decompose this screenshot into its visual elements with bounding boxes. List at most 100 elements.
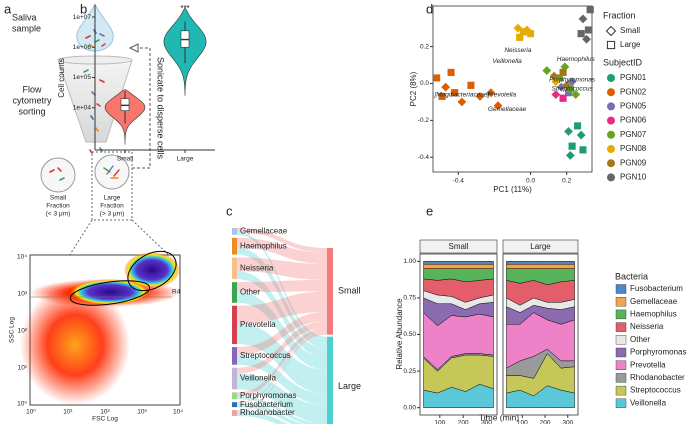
point xyxy=(441,82,451,92)
legend-label: Small xyxy=(620,26,640,35)
point xyxy=(578,14,588,24)
legend-label: PGN01 xyxy=(620,73,647,82)
point xyxy=(542,66,552,76)
area xyxy=(423,263,494,269)
legend-swatch xyxy=(615,309,627,320)
y-tick-label: 1e+05 xyxy=(73,74,92,81)
legend-swatch xyxy=(615,398,627,408)
node xyxy=(327,248,333,335)
legend-title: Bacteria xyxy=(615,271,648,281)
node-label: Streptococcus xyxy=(240,351,291,360)
node-label: Fusobacterium xyxy=(240,400,293,409)
point xyxy=(438,92,446,100)
flow xyxy=(237,354,327,406)
point xyxy=(516,33,524,41)
flow xyxy=(237,291,327,324)
panel-label: e xyxy=(426,203,433,218)
y-tick-label: 1e+06 xyxy=(73,44,92,51)
node xyxy=(232,257,237,280)
panel-label: b xyxy=(80,1,87,16)
panel-label: c xyxy=(226,203,233,218)
diagram-label: (< 3 μm) xyxy=(46,211,71,218)
point xyxy=(568,142,576,150)
x-tick-label: Small xyxy=(117,156,134,163)
y-tick-label: 10⁴ xyxy=(17,254,27,261)
node xyxy=(232,228,237,235)
node-label: Other xyxy=(240,288,260,297)
y-tick-label: 1e+04 xyxy=(73,104,92,111)
area xyxy=(506,261,575,265)
panel-label: d xyxy=(426,1,433,16)
small-fraction-tube xyxy=(40,157,76,193)
legend-swatch xyxy=(615,322,627,332)
flow xyxy=(237,247,327,349)
y-axis-label: SSC Log xyxy=(9,317,16,343)
facet-label: Large xyxy=(530,242,551,251)
legend-symbol xyxy=(607,145,615,153)
y-tick-label: 0.25 xyxy=(403,368,416,375)
x-tick-label: 10⁴ xyxy=(173,409,183,416)
point xyxy=(564,126,573,136)
x-tick-label: -0.4 xyxy=(453,178,465,185)
legend-swatch xyxy=(615,335,627,345)
x-axis-label: FSC Log xyxy=(92,416,118,423)
legend-swatch xyxy=(615,347,627,358)
flow xyxy=(237,231,327,341)
flow xyxy=(237,237,327,264)
diagram-label: sorting xyxy=(18,106,45,116)
node-label: Neisseria xyxy=(240,263,274,272)
area xyxy=(423,261,494,265)
legend-swatch xyxy=(615,297,627,307)
loading-label: [Mogibacteriaceae] xyxy=(433,91,489,98)
loading-label: Gemellaceae xyxy=(488,106,527,113)
loading-label: Prevotella xyxy=(487,91,516,98)
flow xyxy=(237,323,327,394)
legend-title: Fraction xyxy=(603,10,636,20)
x-tick-label: 100 xyxy=(517,420,528,424)
y-tick-label: 0.50 xyxy=(403,331,416,338)
point xyxy=(559,94,567,102)
area xyxy=(423,268,494,283)
x-tick-label: 0.2 xyxy=(562,178,571,185)
point xyxy=(562,80,572,90)
x-axis-label: PC1 (11%) xyxy=(493,185,532,194)
x-tick-label: 10³ xyxy=(137,409,147,416)
arrow-head xyxy=(128,43,139,53)
node xyxy=(327,336,333,424)
loading-label: Veillonella xyxy=(492,58,522,65)
y-tick-label: -0.2 xyxy=(418,117,430,124)
y-tick-label: 10⁰ xyxy=(17,401,27,408)
cell-clumps xyxy=(103,165,120,179)
node xyxy=(232,237,237,255)
y-tick-label: -0.4 xyxy=(418,154,430,161)
flow xyxy=(237,373,327,424)
loading-label: Porphyromonas xyxy=(549,76,596,83)
y-tick-label: 10³ xyxy=(18,291,28,298)
annotation: *** xyxy=(180,4,189,13)
node xyxy=(232,282,237,303)
diagram-label: Small xyxy=(50,195,67,202)
gate xyxy=(127,250,177,292)
point xyxy=(559,68,567,76)
flow-plot xyxy=(20,250,181,406)
legend-label: Large xyxy=(620,40,641,49)
diagram-label: cytometry xyxy=(12,95,52,105)
legend-symbol xyxy=(607,173,615,182)
point xyxy=(527,30,535,38)
legend-symbol xyxy=(606,40,616,50)
legend-symbol xyxy=(607,74,615,82)
node xyxy=(232,392,237,400)
point xyxy=(584,26,592,34)
node-label: Haemophilus xyxy=(240,241,287,250)
x-tick-label: 10² xyxy=(100,409,110,416)
legend-label: PGN05 xyxy=(620,102,647,111)
legend-label: PGN02 xyxy=(620,87,647,96)
x-tick-label: 300 xyxy=(562,420,573,424)
legend-symbol xyxy=(605,25,617,37)
legend-label: Haemophilus xyxy=(630,310,677,319)
x-tick-label: 300 xyxy=(481,420,492,424)
point xyxy=(565,150,575,160)
node xyxy=(232,402,237,408)
x-tick-label: Large xyxy=(177,156,194,163)
